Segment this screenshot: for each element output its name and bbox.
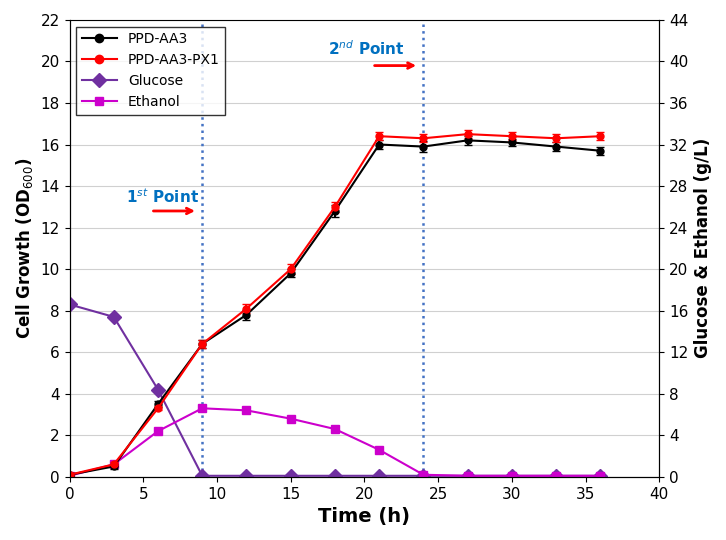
Legend: PPD-AA3, PPD-AA3-PX1, Glucose, Ethanol: PPD-AA3, PPD-AA3-PX1, Glucose, Ethanol [76,27,225,115]
Text: 1$^{st}$ Point: 1$^{st}$ Point [126,187,199,206]
Y-axis label: Cell Growth (OD$_{600}$): Cell Growth (OD$_{600}$) [14,158,35,339]
Y-axis label: Glucose & Ethanol (g/L): Glucose & Ethanol (g/L) [694,138,712,359]
Text: 2$^{nd}$ Point: 2$^{nd}$ Point [327,39,404,58]
X-axis label: Time (h): Time (h) [319,507,410,526]
